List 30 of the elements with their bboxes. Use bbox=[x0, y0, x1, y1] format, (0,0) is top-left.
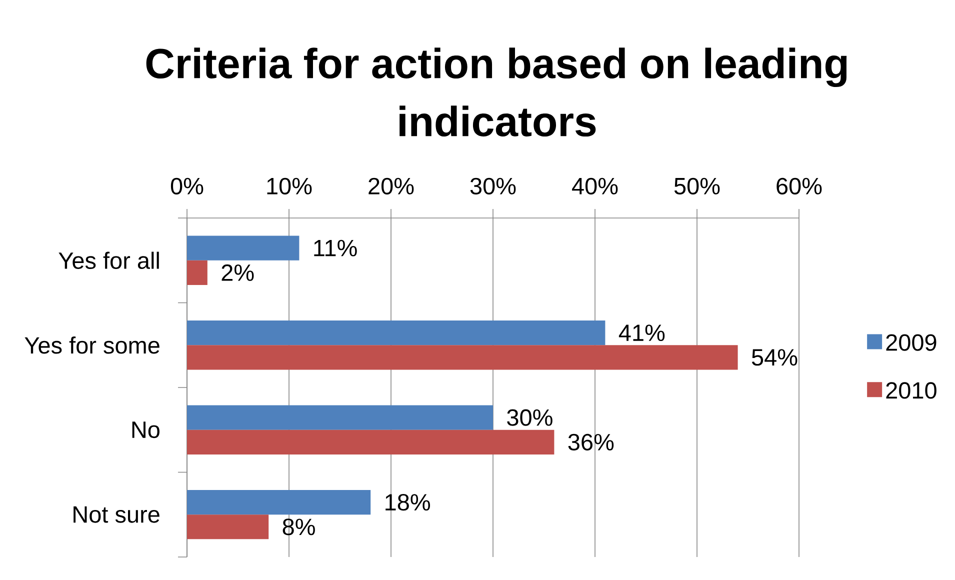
data-label: 36% bbox=[568, 434, 614, 450]
x-tick-label: 60% bbox=[776, 178, 822, 194]
bar bbox=[187, 405, 494, 430]
x-tick-label: 0% bbox=[170, 178, 204, 194]
bar bbox=[187, 490, 371, 515]
data-label: 54% bbox=[752, 349, 798, 366]
bar bbox=[187, 260, 208, 285]
y-tick-label: Yes for all bbox=[58, 252, 159, 269]
data-label: 2% bbox=[222, 264, 254, 281]
x-tick-label: 20% bbox=[368, 178, 414, 194]
data-label: 30% bbox=[507, 409, 552, 426]
data-label: 8% bbox=[282, 518, 315, 536]
data-label: 18% bbox=[386, 494, 430, 511]
y-tick-label: No bbox=[132, 422, 160, 438]
bar bbox=[187, 345, 738, 370]
bar bbox=[187, 236, 300, 260]
legend-label: 2010 bbox=[886, 382, 936, 399]
bar bbox=[187, 514, 269, 540]
x-tick-label: 50% bbox=[674, 178, 720, 194]
data-label: 11% bbox=[314, 240, 357, 256]
x-tick-label: 30% bbox=[470, 178, 516, 194]
bar bbox=[187, 320, 606, 346]
x-tick-label: 40% bbox=[572, 178, 618, 194]
bar bbox=[187, 430, 554, 454]
y-tick-label: Not sure bbox=[74, 506, 160, 523]
chart-title: Criteria for action based on leading indicators bbox=[146, 48, 847, 137]
data-label: 41% bbox=[618, 324, 665, 342]
y-tick-label: Yes for some bbox=[24, 336, 160, 354]
x-tick-label: 10% bbox=[267, 178, 312, 194]
legend-label: 2009 bbox=[886, 334, 936, 351]
